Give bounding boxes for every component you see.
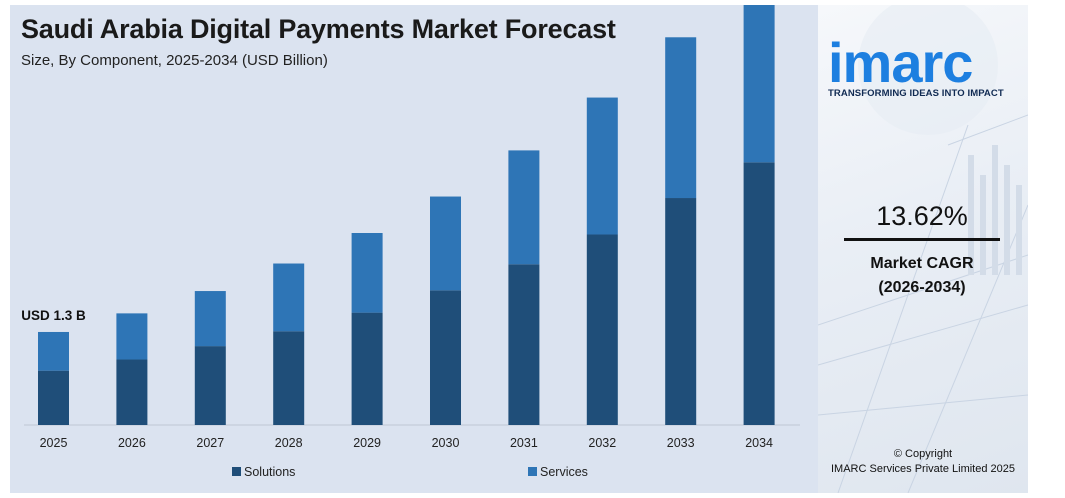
bar-services-2027 — [194, 291, 226, 347]
bar-solutions-2030 — [430, 290, 461, 425]
x-tick-label-2033: 2033 — [667, 436, 695, 450]
x-tick-label-2031: 2031 — [510, 436, 538, 450]
cagr-period: (2026-2034) — [878, 279, 966, 296]
company-text: IMARC Services Private Limited 2025 — [830, 463, 1015, 475]
cagr-label: Market CAGR — [870, 255, 974, 272]
bar-solutions-2027 — [194, 346, 226, 425]
legend-label-solutions: Solutions — [244, 465, 295, 479]
bar-solutions-2032 — [586, 234, 618, 425]
x-tick-label-2032: 2032 — [588, 436, 616, 450]
legend-label-services: Services — [540, 465, 588, 479]
bar-solutions-2025 — [38, 370, 69, 425]
legend-swatch-services — [528, 467, 537, 476]
bar-services-2025 — [38, 331, 69, 371]
x-tick-label-2025: 2025 — [40, 436, 68, 450]
x-tick-label-2027: 2027 — [196, 436, 224, 450]
copyright-text: © Copyright — [893, 448, 953, 460]
bar-solutions-2028 — [273, 331, 305, 425]
bar-solutions-2033 — [665, 198, 697, 425]
cagr-divider — [844, 238, 1000, 241]
bar-services-2034 — [743, 5, 775, 163]
bar-services-2028 — [273, 263, 305, 332]
bar-solutions-2034 — [743, 162, 775, 426]
chart-subtitle: Size, By Component, 2025-2034 (USD Billi… — [21, 52, 328, 69]
bar-services-2030 — [430, 196, 461, 291]
chart-title: Saudi Arabia Digital Payments Market For… — [21, 14, 616, 44]
legend-swatch-solutions — [232, 467, 241, 476]
side-panel: imarc TRANSFORMING IDEAS INTO IMPACT 13.… — [818, 5, 1028, 493]
bar-solutions-2029 — [351, 312, 383, 425]
bar-services-2029 — [351, 233, 383, 313]
x-tick-label-2034: 2034 — [745, 436, 773, 450]
imarc-logo: imarc — [828, 31, 973, 94]
bar-solutions-2031 — [508, 264, 540, 425]
x-tick-label-2026: 2026 — [118, 436, 146, 450]
cagr-value: 13.62% — [876, 201, 968, 231]
bar-solutions-2026 — [116, 359, 148, 425]
bar-services-2031 — [508, 150, 540, 265]
brand-tagline: TRANSFORMING IDEAS INTO IMPACT — [828, 88, 1004, 99]
x-tick-label-2030: 2030 — [432, 436, 460, 450]
bar-services-2032 — [586, 97, 618, 235]
bar-services-2033 — [665, 37, 697, 199]
x-tick-label-2028: 2028 — [275, 436, 303, 450]
bar-chart: 2025 2026 2027 2028 2029 2030 2031 2032 2033 2034… — [21, 5, 800, 479]
data-label-2025: USD 1.3 B — [21, 308, 86, 323]
background-chart-decoration — [818, 5, 1028, 493]
bar-services-2026 — [116, 313, 148, 360]
x-tick-label-2029: 2029 — [353, 436, 381, 450]
